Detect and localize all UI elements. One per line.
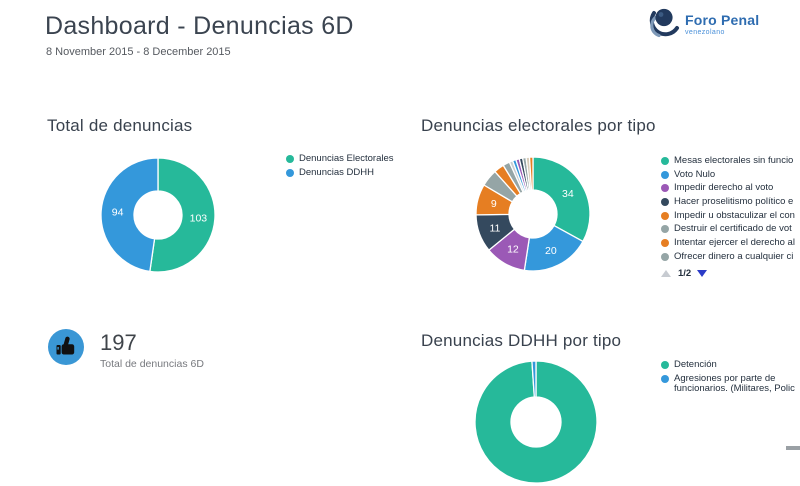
donut-chart-ddhh-por-tipo [474,360,598,484]
donut-slice[interactable] [532,156,591,243]
thumbs-up-icon [48,329,84,365]
legend-item-label: Ofrecer dinero a cualquier ci [674,251,794,262]
legend-item[interactable]: Detención [661,359,799,371]
kpi-value: 197 [100,330,137,355]
legend-item[interactable]: Hacer proselitismo político e [661,197,799,208]
slice-value-label: 20 [545,245,557,257]
slice-value-label: 12 [507,244,519,256]
legend-item-label: Denuncias DDHH [299,167,374,178]
donut-slice[interactable] [149,157,216,273]
legend-color-dot [661,211,669,220]
legend-color-dot [661,361,669,369]
dashboard-page: Dashboard - Denuncias 6D 8 November 2015… [45,4,800,483]
scrollbar-corner[interactable] [786,446,800,450]
slice-value-label: 11 [490,222,501,234]
legend-item-label: Intentar ejercer el derecho al [674,238,795,249]
legend-item[interactable]: Impedir u obstaculizar el con [661,211,799,222]
legend-item-label: Impedir u obstaculizar el con [674,210,795,221]
legend-color-dot [661,225,669,234]
legend-total-denuncias: Denuncias Electorales Denuncias DDHH [286,154,424,181]
legend-color-dot [661,184,669,193]
donut-slice[interactable] [531,360,537,398]
legend-item[interactable]: Intentar ejercer el derecho al [661,238,799,249]
kpi-total-denuncias: 197 Total de denuncias 6D [48,329,204,370]
legend-ddhh-por-tipo: Detención Agresiones por parte de funcion… [661,359,799,398]
foro-penal-logo-icon [649,8,679,38]
legend-color-dot [661,170,669,179]
slice-value-label: 9 [491,198,497,210]
page-title: Dashboard - Denuncias 6D [45,12,354,40]
legend-item[interactable]: Denuncias DDHH [286,168,424,179]
date-range: 8 November 2015 - 8 December 2015 [46,46,231,58]
chart-title-total-denuncias: Total de denuncias [47,116,193,135]
legend-page-indicator: 1/2 [678,268,692,280]
legend-color-dot [661,157,669,165]
logo-brand-text: Foro Penal [685,12,760,28]
legend-item[interactable]: Denuncias Electorales [286,154,424,165]
slice-value-label: 34 [562,188,574,200]
legend-item-label: Voto Nulo [674,169,716,180]
legend-item-label: Hacer proselitismo político e [674,197,794,208]
legend-item-label: Denuncias Electorales [299,154,394,164]
foro-penal-logo: Foro Penal venezolano [641,4,759,44]
chart-title-electorales-por-tipo: Denuncias electorales por tipo [421,116,656,135]
chart-title-ddhh-por-tipo: Denuncias DDHH por tipo [421,331,622,350]
kpi-label: Total de denuncias 6D [100,358,204,370]
legend-item[interactable]: Ofrecer dinero a cualquier ci [661,252,799,263]
logo-tagline-text: venezolano [685,29,725,36]
legend-item[interactable]: Agresiones por parte de funcionarios. (M… [661,372,799,395]
legend-pagination: 1/2 [661,268,799,279]
legend-item[interactable]: Mesas electorales sin funcio [661,156,799,167]
legend-item-label: Destruir el certificado de vot [674,224,792,235]
legend-item[interactable]: Impedir derecho al voto [661,183,799,194]
slice-value-label: 103 [190,212,208,224]
legend-color-dot [286,155,294,163]
legend-item-label: Impedir derecho al voto [674,183,774,194]
legend-item[interactable]: Voto Nulo [661,170,799,181]
legend-page-down-icon[interactable] [697,270,708,278]
legend-color-dot [661,252,669,261]
legend-item-label: Mesas electorales sin funcio [674,156,794,166]
legend-color-dot [661,198,669,207]
legend-page-up-icon[interactable] [661,270,671,278]
donut-chart-electorales-por-tipo: 34 20 12 11 9 [475,156,591,272]
legend-color-dot [286,168,294,177]
slice-value-label: 94 [112,207,124,219]
donut-slice[interactable] [528,156,534,191]
legend-item-label: Detención [674,359,717,370]
legend-color-dot [661,374,669,383]
legend-item-label: Agresiones por parte de funcionarios. (M… [674,372,795,395]
legend-color-dot [661,239,669,248]
donut-slice[interactable] [100,157,159,273]
legend-item[interactable]: Destruir el certificado de vot [661,224,799,235]
donut-chart-total-denuncias: 103 94 [100,157,216,273]
legend-electorales-por-tipo: Mesas electorales sin funcio Voto Nulo Imp… [661,156,799,279]
